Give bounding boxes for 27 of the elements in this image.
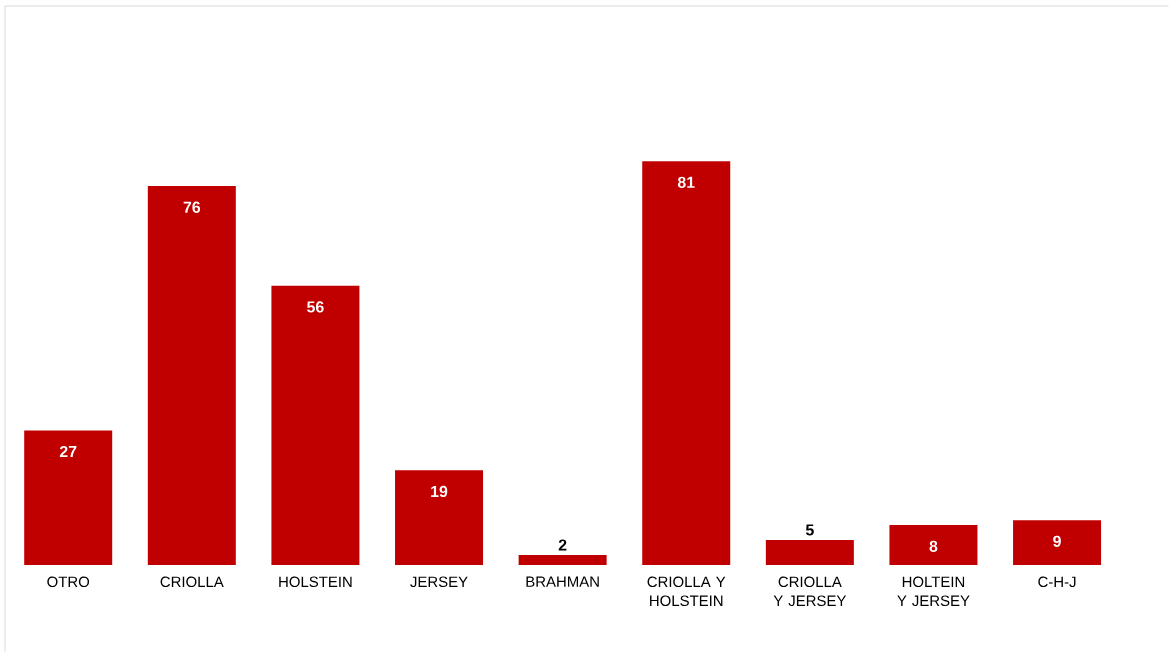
x-tick-label: HOLTEIN Y JERSEY	[897, 576, 970, 607]
data-label: 19	[431, 485, 448, 498]
bar	[1013, 520, 1102, 565]
bar	[147, 186, 236, 565]
bar	[24, 430, 113, 565]
bar	[642, 161, 731, 565]
data-label: 5	[805, 524, 814, 536]
x-tick-label: CRIOLLA Y HOLSTEIN	[647, 576, 726, 607]
data-label: 9	[1053, 535, 1061, 547]
bar	[395, 470, 484, 565]
bar	[518, 555, 607, 565]
x-tick-label: CRIOLLA	[160, 576, 224, 588]
data-label: 76	[183, 201, 201, 213]
bar	[889, 525, 978, 565]
bar	[765, 540, 854, 565]
x-tick-label: OTRO	[47, 576, 90, 588]
x-tick-label: BRAHMAN	[526, 576, 599, 587]
data-label: 8	[929, 540, 938, 552]
x-tick-label: JERSEY	[410, 576, 468, 588]
x-tick-label: C-H-J	[1038, 576, 1076, 588]
bar	[271, 285, 360, 565]
data-label: 27	[59, 445, 77, 458]
x-tick-label: HOLSTEIN	[279, 576, 352, 588]
data-label: 56	[307, 301, 324, 313]
data-label: 81	[677, 176, 695, 188]
x-tick-label: CRIOLLA Y JERSEY	[773, 576, 847, 607]
data-label: 2	[558, 539, 567, 551]
